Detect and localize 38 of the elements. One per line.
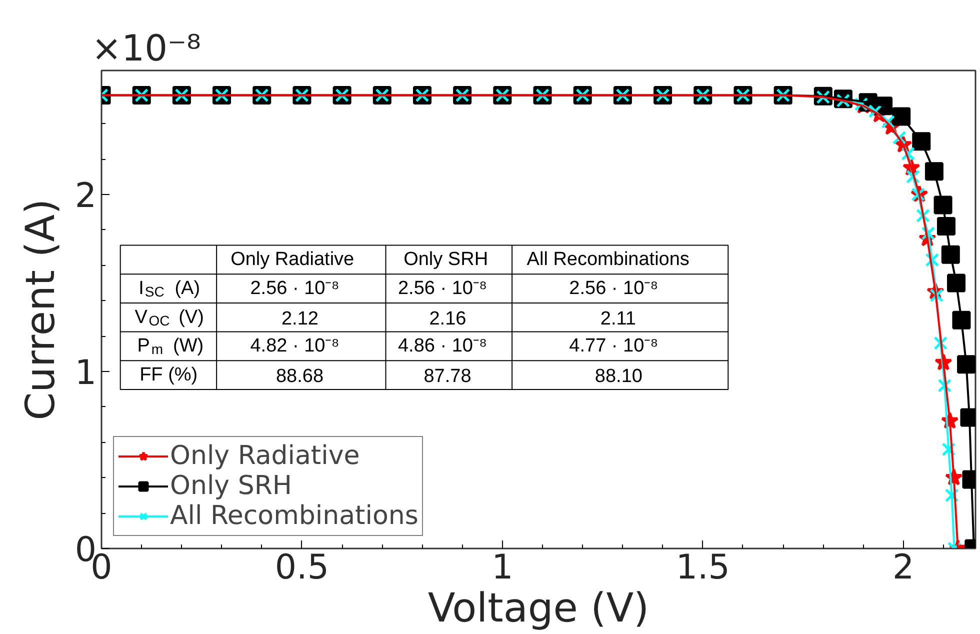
legend-label: Only SRH [170, 471, 292, 501]
y-tick-label: 1 [74, 352, 97, 393]
annotation: Only SRH [404, 249, 488, 270]
x-axis-title: Voltage (V) [428, 586, 650, 632]
y-axis-title: Current (A) [18, 198, 64, 420]
annotation: 4.77 · 10⁻⁸ [569, 336, 658, 357]
annotation: 88.10 [594, 366, 642, 388]
point [941, 245, 960, 264]
legend-label: Only Radiative [170, 441, 360, 471]
point [881, 114, 896, 129]
annotation: 2.56 · 10⁻⁸ [569, 278, 658, 300]
annotation: 2.12 [281, 308, 318, 330]
y-tick-label: 2 [74, 176, 97, 216]
x-tick-label: 0.5 [274, 548, 329, 588]
annotation: Pm (W) [137, 336, 204, 358]
annotation: ISC (A) [138, 278, 200, 300]
annotation: Only Radiative [230, 249, 354, 270]
x-tick-label: 2 [892, 548, 914, 588]
annotation: 88.68 [276, 366, 324, 388]
annotation: 4.86 · 10⁻⁸ [398, 336, 487, 357]
x-tick-label: 1.5 [676, 548, 730, 588]
annotation: 4.82 · 10⁻⁸ [250, 336, 340, 357]
annotation: 87.78 [424, 366, 472, 388]
annotation: FF (%) [140, 364, 198, 386]
legend-label: All Recombinations [170, 501, 418, 531]
annotation: 2.16 [429, 308, 466, 330]
point [947, 274, 966, 292]
text: ×10⁻⁸ [92, 28, 201, 70]
point [952, 310, 971, 330]
annotation: All Recombinations [526, 249, 690, 270]
annotation: VOC (V) [134, 306, 204, 328]
annotation: 2.56 · 10⁻⁸ [250, 278, 340, 300]
x-tick-label: 1 [492, 548, 514, 588]
point [936, 217, 956, 236]
point [957, 355, 976, 374]
annotation: 2.11 [600, 308, 636, 330]
point [934, 196, 952, 214]
annotation: 2.56 · 10⁻⁸ [398, 278, 487, 300]
